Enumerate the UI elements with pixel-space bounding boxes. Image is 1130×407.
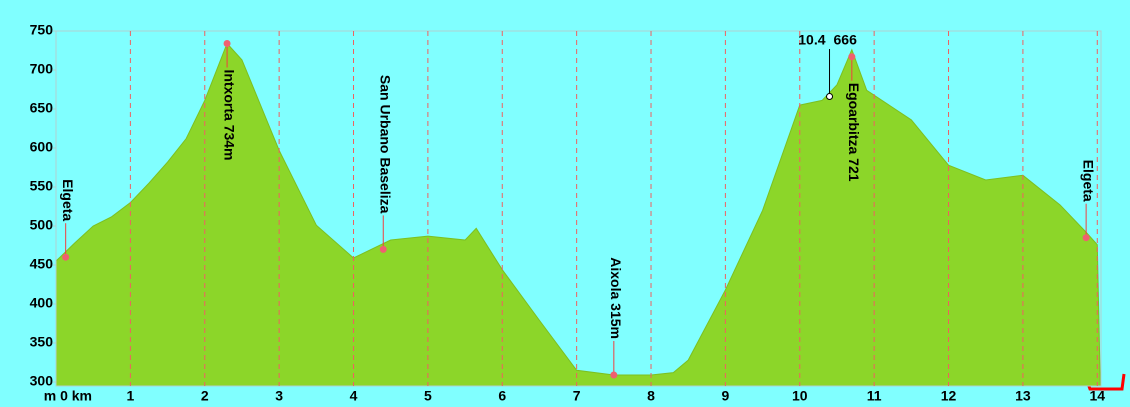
x-tick-label: 1 [126, 388, 134, 404]
annotation-point [1082, 234, 1090, 242]
x-tick-label: 9 [721, 388, 729, 404]
x-tick-label: m 0 km [44, 388, 92, 404]
x-tick-label: 12 [941, 388, 957, 404]
x-tick-label: 10 [792, 388, 808, 404]
y-tick-label: 550 [30, 178, 54, 194]
annotation-point [379, 245, 387, 253]
y-tick-label: 450 [30, 256, 54, 272]
plot-frame [55, 30, 1102, 387]
x-tick-label: 2 [201, 388, 209, 404]
annotation-label: Aixola 315m [608, 257, 624, 339]
annotation-point [848, 53, 856, 61]
cursor-x-label: 10.4 [798, 32, 825, 48]
annotation-point [223, 39, 231, 47]
annotation-label: Elgeta [60, 179, 76, 221]
y-tick-label: 350 [30, 334, 54, 350]
x-tick-label: 4 [350, 388, 358, 404]
x-tick-label: 6 [498, 388, 506, 404]
cursor-point [826, 93, 834, 101]
y-tick-label: 750 [30, 22, 54, 38]
y-tick-label: 650 [30, 100, 54, 116]
annotation-point [610, 371, 618, 379]
elevation-area [55, 42, 1101, 387]
y-tick-label: 300 [30, 373, 54, 389]
x-tick-label: 3 [275, 388, 283, 404]
annotation-label: Egoarbitza 721 [846, 83, 862, 182]
y-tick-label: 500 [30, 217, 54, 233]
x-tick-label: 11 [867, 388, 882, 404]
x-tick-label: 14 [1089, 388, 1105, 404]
annotation-label: Intxorta 734m [221, 69, 237, 160]
y-tick-label: 600 [30, 139, 54, 155]
y-tick-label: 400 [30, 295, 54, 311]
cursor-y-label: 666 [834, 32, 858, 48]
annotation-label: Elgeta [1080, 160, 1096, 202]
annotation-label: San Urbano Baseliza [378, 75, 394, 214]
x-tick-label: 7 [573, 388, 581, 404]
x-tick-label: 5 [424, 388, 432, 404]
x-tick-label: 13 [1015, 388, 1031, 404]
annotation-point [62, 253, 70, 261]
y-tick-label: 700 [30, 61, 54, 77]
x-tick-label: 8 [647, 388, 655, 404]
